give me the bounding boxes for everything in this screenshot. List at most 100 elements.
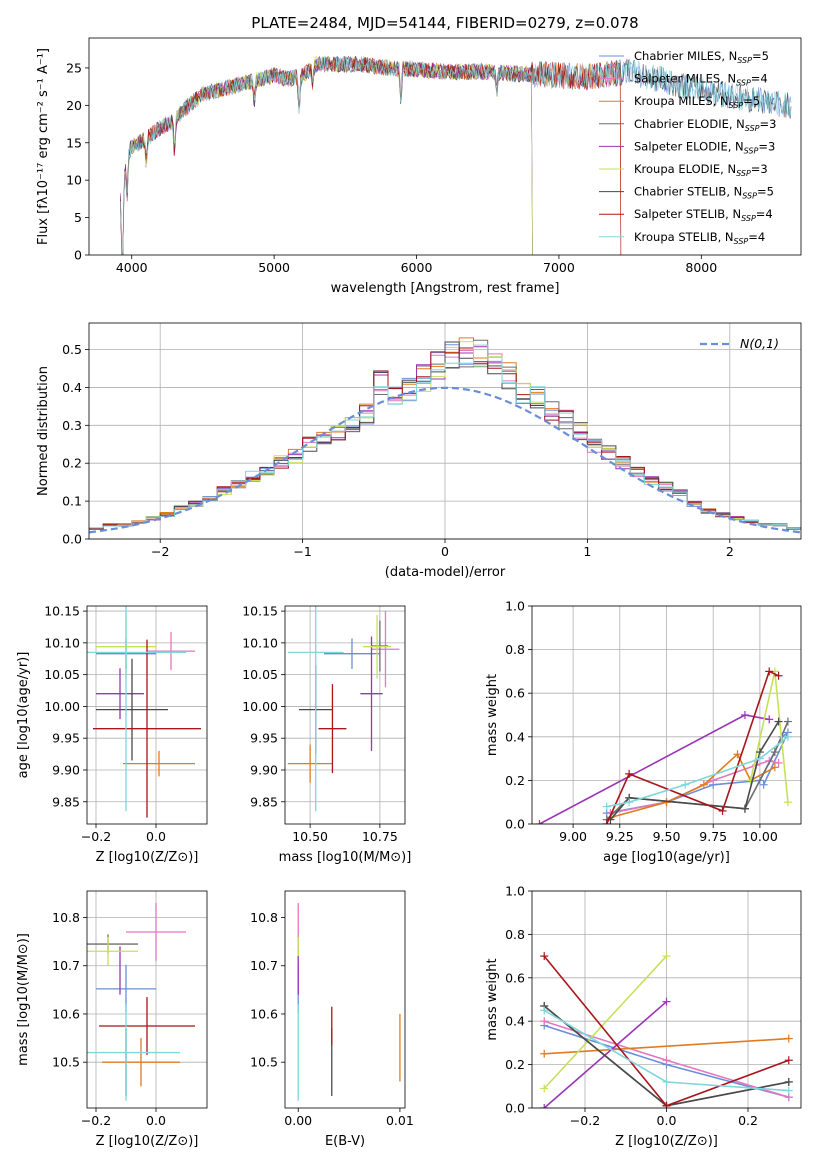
- errorbar-chabrier-stelib: [96, 658, 168, 761]
- spectrum-legend: Chabrier MILES, NSSP=5 Salpeter MILES, NS…: [599, 49, 776, 246]
- spectrum-xlabel: wavelength [Angstrom, rest frame]: [331, 281, 560, 296]
- age-mass-points: [287, 606, 400, 812]
- weight-series-kroupa-stelib: [602, 732, 792, 811]
- legend-label: Chabrier STELIB, NSSP=5: [634, 185, 774, 201]
- x-tick-label: 9.75: [699, 829, 727, 844]
- y-tick-label: 0.8: [505, 927, 525, 942]
- errorbar-salpeter-miles: [371, 611, 400, 688]
- y-tick-label: 10.6: [52, 1006, 80, 1021]
- y-tick-label: 10.8: [52, 910, 80, 925]
- x-tick-label: 0.00: [284, 1113, 312, 1128]
- errorbar-chabrier-miles: [324, 638, 380, 669]
- errorbar-salpeter-stelib: [99, 997, 195, 1055]
- x-tick-label: 5000: [258, 260, 290, 275]
- x-tick-label: 2: [726, 544, 734, 559]
- age-mass-frame: [284, 605, 406, 825]
- x-tick-label: 9.00: [559, 829, 587, 844]
- mass-Z-axes: −0.2 0.0 10.5 10.6 10.7 10.8: [52, 891, 207, 1128]
- y-tick-label: 10.5: [52, 1055, 80, 1070]
- x-tick-label: 0.01: [386, 1113, 414, 1128]
- spectrum-series-salpeter-miles: [120, 55, 622, 255]
- mw-age-frame: [531, 605, 802, 825]
- y-tick-label: 9.95: [52, 731, 80, 746]
- spectrum-series-kroupa-elodie: [120, 55, 533, 255]
- y-tick-label: 10.15: [242, 604, 278, 619]
- y-tick-label: 0.2: [505, 773, 525, 788]
- y-tick-label: 9.90: [52, 762, 80, 777]
- y-tick-label: 15: [66, 135, 82, 150]
- errorbar-salpeter-stelib: [318, 684, 347, 774]
- errorbar-salpeter-elodie: [360, 636, 383, 751]
- x-tick-label: −0.2: [570, 1113, 600, 1128]
- legend-label: Salpeter STELIB, NSSP=4: [634, 207, 773, 223]
- y-tick-label: 25: [66, 60, 82, 75]
- spectrum-lines: [120, 55, 792, 255]
- y-tick-label: 0.4: [505, 1014, 525, 1029]
- y-tick-label: 0.0: [62, 532, 82, 547]
- y-tick-label: 0.0: [505, 817, 525, 832]
- mass-Z-points: [87, 903, 195, 1101]
- x-tick-label: 4000: [116, 260, 148, 275]
- mw-Z-ylabel: mass weight: [485, 958, 500, 1040]
- legend-label: Chabrier MILES, NSSP=5: [634, 49, 769, 65]
- errorbar-kroupa-elodie: [87, 936, 138, 966]
- y-tick-label: 0.4: [62, 380, 82, 395]
- y-tick-label: 0.2: [62, 456, 82, 471]
- age-mass-xlabel: mass [log10(M/M⊙)]: [279, 850, 412, 865]
- age-Z-frame: [86, 605, 208, 825]
- residuals-xlabel: (data-model)/error: [385, 565, 506, 580]
- errorbar-kroupa-miles: [123, 750, 195, 777]
- mass-ebv-xlabel: E(B-V): [325, 1134, 365, 1149]
- y-tick-label: 0.0: [505, 1101, 525, 1116]
- errorbar-kroupa-miles: [287, 744, 333, 783]
- age-Z-xlabel: Z [log10(Z/Z⊙)]: [96, 850, 199, 865]
- legend-label: Kroupa STELIB, NSSP=4: [634, 230, 765, 246]
- mass-Z-xlabel: Z [log10(Z/Z⊙)]: [96, 1134, 199, 1149]
- y-tick-label: 0.8: [505, 642, 525, 657]
- x-tick-label: 0.0: [657, 1113, 677, 1128]
- y-tick-label: 9.85: [52, 794, 80, 809]
- y-tick-label: 20: [66, 98, 82, 113]
- x-tick-label: −0.2: [81, 829, 111, 844]
- spectrum-series-kroupa-stelib: [120, 55, 792, 255]
- residuals-axes: −2 −1 0 1 2 0.0 0.1 0.2 0.3 0.4 0.5: [62, 323, 801, 559]
- x-tick-label: −2: [151, 544, 169, 559]
- errorbar-kroupa-elodie: [363, 614, 392, 679]
- y-tick-label: 0.6: [505, 686, 525, 701]
- legend-label: Salpeter ELODIE, NSSP=3: [634, 139, 775, 155]
- age-Z-axes: −0.2 0.0 9.85 9.90 9.95 10.00 10.05 10.10 10.15: [44, 604, 207, 844]
- y-tick-label: 10.10: [44, 635, 80, 650]
- errorbar-salpeter-miles: [147, 632, 195, 671]
- x-tick-label: 0: [441, 544, 449, 559]
- age-Z-ylabel: age [log10(age/yr)]: [16, 652, 31, 779]
- x-tick-label: 10.75: [362, 829, 398, 844]
- x-tick-label: 8000: [685, 260, 717, 275]
- spectrum-ylabel: Flux [fλ10⁻¹⁷ erg cm⁻² s⁻¹ A⁻¹]: [36, 48, 51, 245]
- x-tick-label: −0.2: [81, 1113, 111, 1128]
- y-tick-label: 0.2: [505, 1057, 525, 1072]
- errorbar-kroupa-miles: [102, 1038, 180, 1087]
- y-tick-label: 0.6: [505, 970, 525, 985]
- errorbar-kroupa-stelib: [87, 606, 186, 812]
- weight-series-chabrier-elodie: [602, 717, 792, 824]
- mw-age-xlabel: age [log10(age/yr)]: [603, 850, 730, 865]
- x-tick-label: 10.00: [742, 829, 778, 844]
- spectrum-series-chabrier-stelib: [120, 55, 792, 255]
- weight-line: [610, 752, 776, 819]
- y-tick-label: 10.00: [44, 699, 80, 714]
- mass-ebv-axes: 0.00 0.01 10.5 10.6 10.7 10.8: [250, 910, 414, 1128]
- y-tick-label: 9.95: [250, 731, 278, 746]
- x-tick-label: 0.2: [738, 1113, 758, 1128]
- x-tick-label: 10.50: [292, 829, 328, 844]
- normal-legend-label: N(0,1): [740, 336, 779, 351]
- y-tick-label: 0.5: [62, 342, 82, 357]
- y-tick-label: 9.90: [250, 762, 278, 777]
- chart-title: PLATE=2484, MJD=54144, FIBERID=0279, z=0…: [251, 14, 638, 32]
- y-tick-label: 10.00: [242, 699, 278, 714]
- mw-Z-axes: −0.2 0.0 0.2 0.0 0.2 0.4 0.6 0.8 1.0: [505, 884, 801, 1128]
- x-tick-label: 9.50: [653, 829, 681, 844]
- mw-age-axes: 9.00 9.25 9.50 9.75 10.00 0.0 0.2 0.4 0.6 0.8 1.0: [505, 599, 801, 844]
- spectrum-series-salpeter-stelib: [120, 56, 622, 255]
- spectrum-series-chabrier-elodie: [120, 55, 533, 255]
- legend-label: Chabrier ELODIE, NSSP=3: [634, 117, 776, 133]
